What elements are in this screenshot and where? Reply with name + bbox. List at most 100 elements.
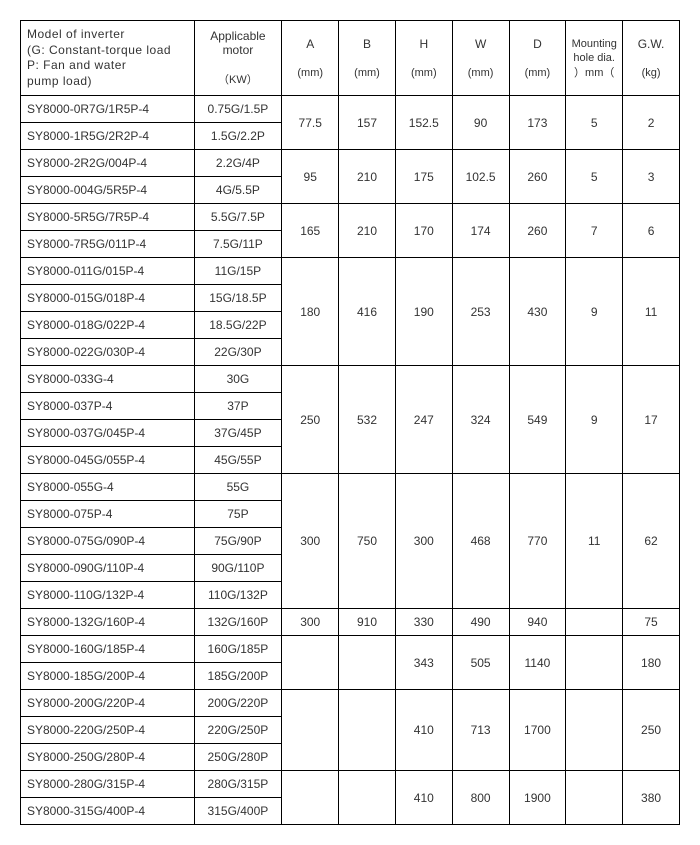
hdr-model-l2: (G: Constant-torque load (27, 43, 171, 57)
cell-hole: 9 (566, 258, 623, 366)
hdr-motor: Applicable motor (210, 29, 265, 57)
cell-motor: 75G/90P (194, 528, 282, 555)
cell-model: SY8000-110G/132P-4 (21, 582, 195, 609)
cell-model: SY8000-033G-4 (21, 366, 195, 393)
cell-model: SY8000-7R5G/011P-4 (21, 231, 195, 258)
cell-hole: 5 (566, 96, 623, 150)
hdr-w: W (475, 37, 486, 51)
cell-model: SY8000-022G/030P-4 (21, 339, 195, 366)
hdr-d-unit: (mm) (525, 67, 551, 79)
header-gw: G.W. (kg) (623, 21, 680, 96)
cell-motor: 160G/185P (194, 636, 282, 663)
cell-model: SY8000-0R7G/1R5P-4 (21, 96, 195, 123)
cell-motor: 5.5G/7.5P (194, 204, 282, 231)
cell-b (339, 771, 396, 825)
cell-d: 173 (509, 96, 566, 150)
cell-h: 152.5 (395, 96, 452, 150)
cell-a: 180 (282, 258, 339, 366)
cell-motor: 11G/15P (194, 258, 282, 285)
cell-motor: 55G (194, 474, 282, 501)
cell-motor: 132G/160P (194, 609, 282, 636)
cell-motor: 250G/280P (194, 744, 282, 771)
cell-motor: 0.75G/1.5P (194, 96, 282, 123)
cell-model: SY8000-037P-4 (21, 393, 195, 420)
cell-a (282, 690, 339, 771)
table-row: SY8000-5R5G/7R5P-45.5G/7.5P1652101701742… (21, 204, 680, 231)
cell-model: SY8000-250G/280P-4 (21, 744, 195, 771)
header-d: D (mm) (509, 21, 566, 96)
table-row: SY8000-033G-430G250532247324549917 (21, 366, 680, 393)
cell-model: SY8000-132G/160P-4 (21, 609, 195, 636)
cell-model: SY8000-200G/220P-4 (21, 690, 195, 717)
cell-h: 190 (395, 258, 452, 366)
cell-h: 175 (395, 150, 452, 204)
table-row: SY8000-132G/160P-4132G/160P3009103304909… (21, 609, 680, 636)
cell-motor: 90G/110P (194, 555, 282, 582)
hdr-model-l3: P: Fan and water (27, 58, 126, 72)
hdr-b: B (363, 37, 371, 51)
header-b: B (mm) (339, 21, 396, 96)
cell-model: SY8000-045G/055P-4 (21, 447, 195, 474)
cell-gw: 6 (623, 204, 680, 258)
hdr-d: D (533, 37, 542, 51)
cell-w: 90 (452, 96, 509, 150)
cell-model: SY8000-160G/185P-4 (21, 636, 195, 663)
cell-model: SY8000-037G/045P-4 (21, 420, 195, 447)
hdr-gw-unit: (kg) (642, 67, 661, 79)
cell-a: 77.5 (282, 96, 339, 150)
cell-motor: 30G (194, 366, 282, 393)
hdr-a-unit: (mm) (297, 67, 323, 79)
cell-gw: 75 (623, 609, 680, 636)
cell-motor: 110G/132P (194, 582, 282, 609)
cell-w: 324 (452, 366, 509, 474)
cell-motor: 37P (194, 393, 282, 420)
cell-model: SY8000-011G/015P-4 (21, 258, 195, 285)
hdr-h: H (419, 37, 428, 51)
cell-a (282, 636, 339, 690)
hdr-h-unit: (mm) (411, 67, 437, 79)
cell-model: SY8000-280G/315P-4 (21, 771, 195, 798)
cell-model: SY8000-1R5G/2R2P-4 (21, 123, 195, 150)
table-row: SY8000-200G/220P-4200G/220P4107131700250 (21, 690, 680, 717)
cell-hole (566, 636, 623, 690)
cell-d: 1700 (509, 690, 566, 771)
cell-w: 174 (452, 204, 509, 258)
hdr-a: A (306, 37, 314, 51)
table-body: SY8000-0R7G/1R5P-40.75G/1.5P77.5157152.5… (21, 96, 680, 825)
hdr-motor-unit: （KW） (218, 74, 258, 86)
cell-model: SY8000-055G-4 (21, 474, 195, 501)
table-row: SY8000-055G-455G3007503004687701162 (21, 474, 680, 501)
cell-model: SY8000-018G/022P-4 (21, 312, 195, 339)
cell-a: 165 (282, 204, 339, 258)
header-a: A (mm) (282, 21, 339, 96)
cell-d: 430 (509, 258, 566, 366)
hdr-w-unit: (mm) (468, 67, 494, 79)
cell-h: 247 (395, 366, 452, 474)
cell-motor: 280G/315P (194, 771, 282, 798)
cell-h: 300 (395, 474, 452, 609)
cell-b (339, 636, 396, 690)
hdr-b-unit: (mm) (354, 67, 380, 79)
cell-gw: 380 (623, 771, 680, 825)
header-w: W (mm) (452, 21, 509, 96)
hdr-gw: G.W. (638, 37, 665, 51)
cell-hole: 11 (566, 474, 623, 609)
table-row: SY8000-280G/315P-4280G/315P4108001900380 (21, 771, 680, 798)
cell-motor: 45G/55P (194, 447, 282, 474)
cell-w: 800 (452, 771, 509, 825)
cell-gw: 17 (623, 366, 680, 474)
cell-h: 410 (395, 771, 452, 825)
cell-motor: 220G/250P (194, 717, 282, 744)
cell-a (282, 771, 339, 825)
header-motor: Applicable motor （KW） (194, 21, 282, 96)
cell-a: 250 (282, 366, 339, 474)
cell-model: SY8000-015G/018P-4 (21, 285, 195, 312)
hdr-model-l1: Model of inverter (27, 27, 125, 41)
cell-model: SY8000-315G/400P-4 (21, 798, 195, 825)
cell-model: SY8000-090G/110P-4 (21, 555, 195, 582)
cell-motor: 18.5G/22P (194, 312, 282, 339)
cell-motor: 75P (194, 501, 282, 528)
cell-hole: 9 (566, 366, 623, 474)
cell-hole (566, 609, 623, 636)
cell-motor: 15G/18.5P (194, 285, 282, 312)
